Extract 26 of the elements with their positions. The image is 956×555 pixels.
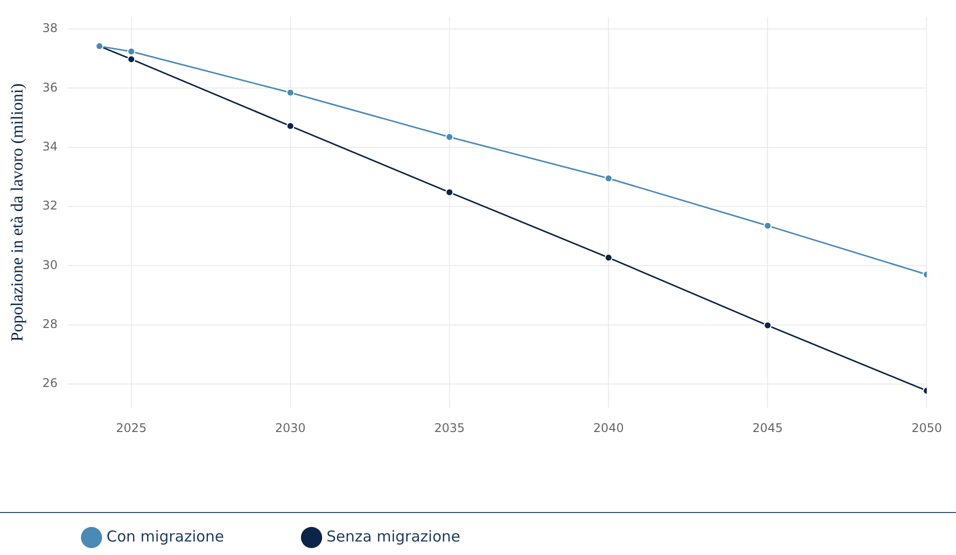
point xyxy=(764,222,772,230)
point xyxy=(604,174,613,182)
legend-label: Senza migrazione xyxy=(326,527,460,546)
point xyxy=(445,132,454,141)
y-tick-label: 38 xyxy=(42,21,58,36)
y-tick-label: 30 xyxy=(42,258,58,272)
point xyxy=(604,254,613,262)
x-tick-label: 2045 xyxy=(752,420,783,435)
point xyxy=(286,122,294,130)
x-tick-label: 2050 xyxy=(911,420,942,435)
y-tick-label: 32 xyxy=(42,198,58,213)
y-tick-label: 34 xyxy=(42,139,58,154)
y-tick-label: 36 xyxy=(42,80,58,94)
x-tick-label: 2035 xyxy=(434,420,465,435)
x-tick-label: 2040 xyxy=(593,420,624,435)
point xyxy=(764,321,772,330)
x-tick-label: 2030 xyxy=(275,420,306,435)
point xyxy=(127,55,136,64)
legend-label: Con migrazione xyxy=(106,527,224,546)
point xyxy=(445,188,454,196)
y-tick-label: 26 xyxy=(42,376,58,390)
point xyxy=(286,88,294,97)
point xyxy=(127,48,136,56)
x-tick-label: 2025 xyxy=(116,420,147,435)
y-axis-title: Popolazione in età da lavoro (milioni) xyxy=(8,83,27,342)
y-tick-label: 28 xyxy=(42,316,58,331)
